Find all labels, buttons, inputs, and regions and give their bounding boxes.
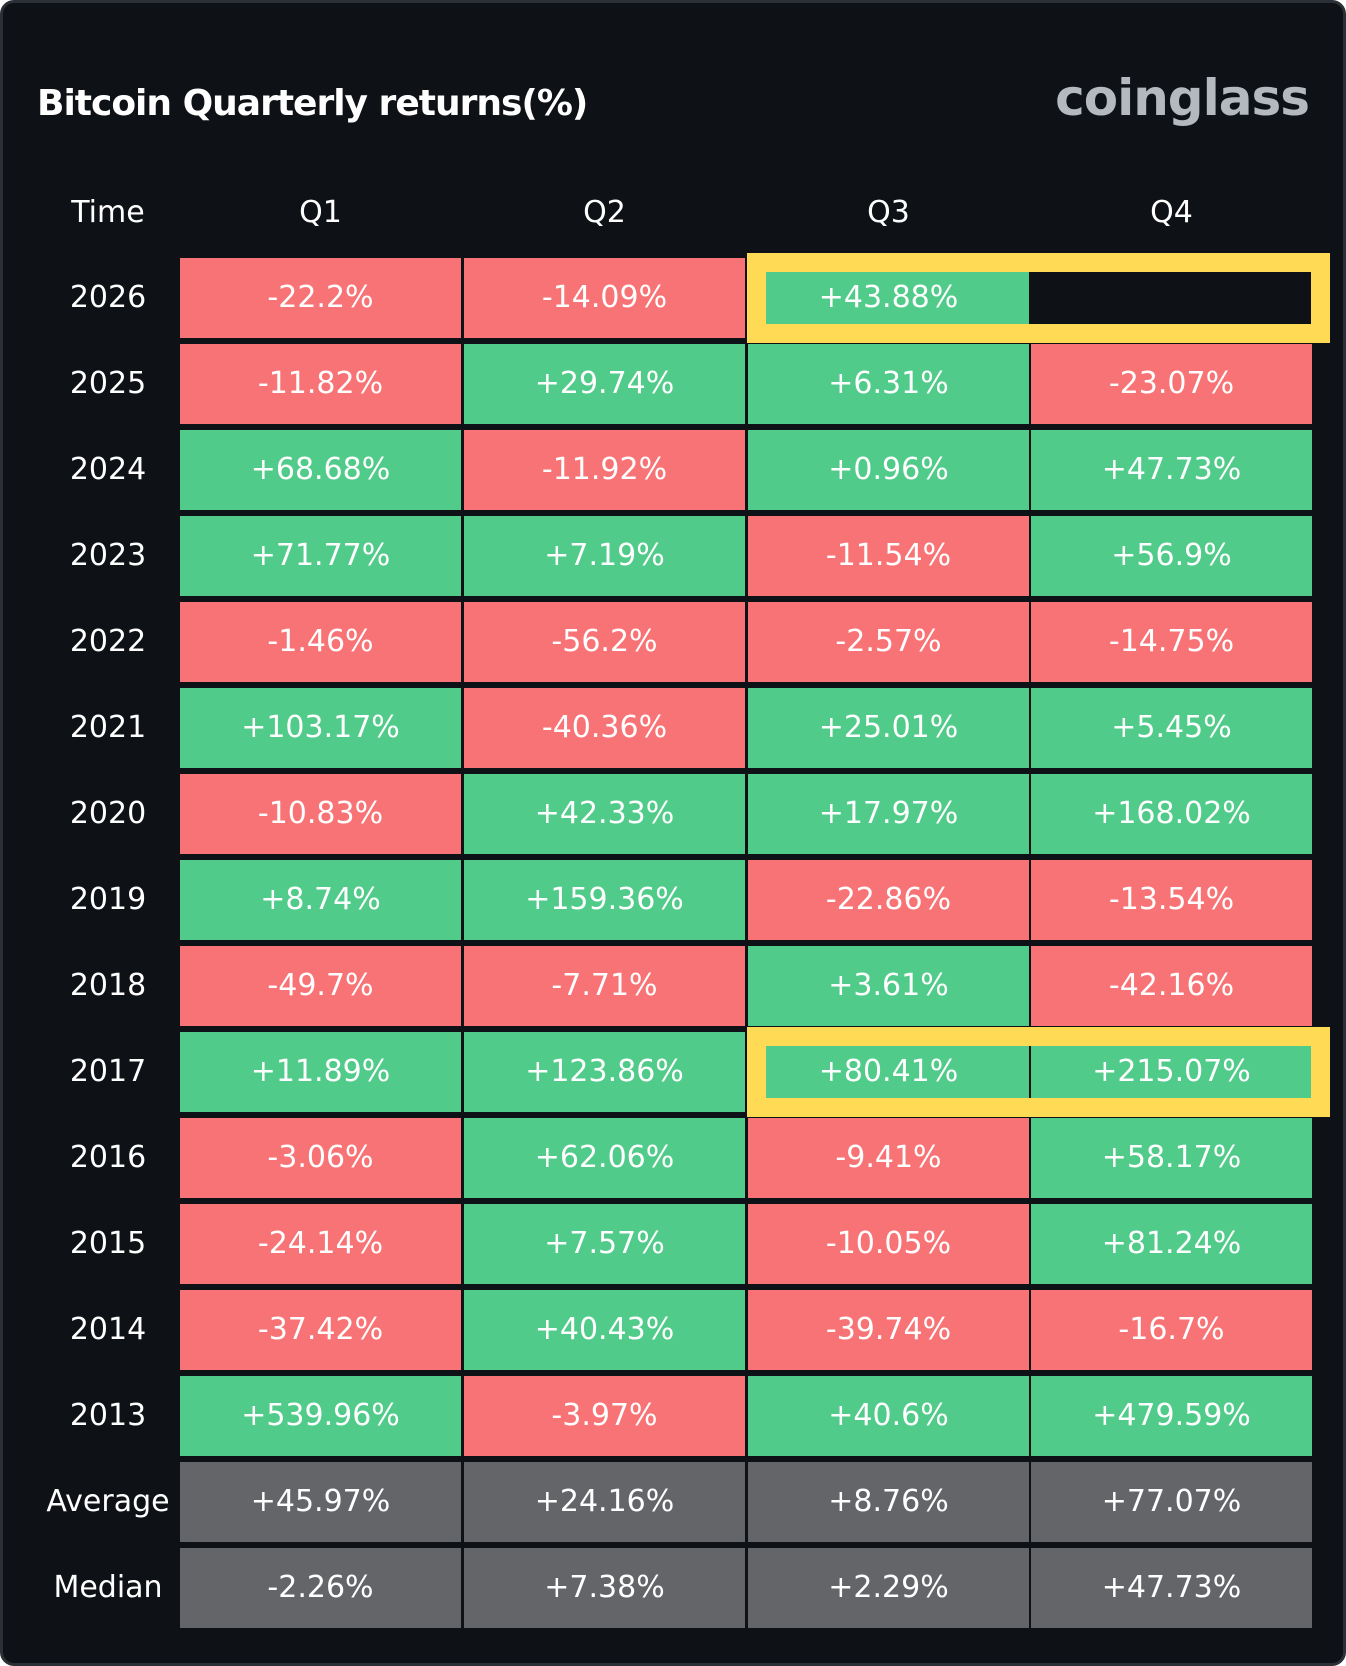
chart-title: Bitcoin Quarterly returns(%)	[37, 83, 588, 124]
row-label-2013: 2013	[69, 1398, 147, 1433]
cell-2026-q2: -14.09%	[464, 258, 745, 338]
cell-2014-q4: -16.7%	[1031, 1290, 1312, 1370]
cell-average-q1: +45.97%	[180, 1462, 461, 1542]
cell-2022-q1: -1.46%	[180, 602, 461, 682]
cell-2013-q4: +479.59%	[1031, 1376, 1312, 1456]
row-label-2021: 2021	[69, 710, 147, 745]
cell-2024-q4: +47.73%	[1031, 430, 1312, 510]
brand-logo: coinglass	[1055, 69, 1310, 127]
cell-2022-q2: -56.2%	[464, 602, 745, 682]
row-label-2025: 2025	[69, 366, 147, 401]
cell-2013-q3: +40.6%	[748, 1376, 1029, 1456]
cell-2025-q4: -23.07%	[1031, 344, 1312, 424]
row-label-average: Average	[46, 1484, 170, 1519]
row-label-2016: 2016	[69, 1140, 147, 1175]
cell-2018-q4: -42.16%	[1031, 946, 1312, 1026]
cell-2025-q1: -11.82%	[180, 344, 461, 424]
cell-2015-q1: -24.14%	[180, 1204, 461, 1284]
row-label-2023: 2023	[69, 538, 147, 573]
cell-2016-q4: +58.17%	[1031, 1118, 1312, 1198]
cell-2020-q2: +42.33%	[464, 774, 745, 854]
column-header-q4: Q4	[1150, 195, 1193, 230]
row-label-2020: 2020	[69, 796, 147, 831]
cell-2025-q2: +29.74%	[464, 344, 745, 424]
cell-2013-q1: +539.96%	[180, 1376, 461, 1456]
cell-2021-q2: -40.36%	[464, 688, 745, 768]
cell-2021-q4: +5.45%	[1031, 688, 1312, 768]
cell-2014-q3: -39.74%	[748, 1290, 1029, 1370]
cell-median-q2: +7.38%	[464, 1548, 745, 1628]
row-label-median: Median	[53, 1570, 163, 1605]
cell-2023-q1: +71.77%	[180, 516, 461, 596]
row-label-2017: 2017	[69, 1054, 147, 1089]
cell-2023-q2: +7.19%	[464, 516, 745, 596]
row-label-2026: 2026	[69, 280, 147, 315]
row-label-2022: 2022	[69, 624, 147, 659]
row-label-2024: 2024	[69, 452, 147, 487]
row-label-2014: 2014	[69, 1312, 147, 1347]
row-label-2015: 2015	[69, 1226, 147, 1261]
cell-2026-q3: +43.88%	[748, 258, 1029, 338]
cell-average-q2: +24.16%	[464, 1462, 745, 1542]
cell-2021-q3: +25.01%	[748, 688, 1029, 768]
cell-2018-q3: +3.61%	[748, 946, 1029, 1026]
cell-average-q4: +77.07%	[1031, 1462, 1312, 1542]
cell-2026-q4	[1031, 258, 1312, 338]
cell-2016-q1: -3.06%	[180, 1118, 461, 1198]
cell-2014-q2: +40.43%	[464, 1290, 745, 1370]
cell-2023-q4: +56.9%	[1031, 516, 1312, 596]
cell-2022-q4: -14.75%	[1031, 602, 1312, 682]
column-header-q2: Q2	[583, 195, 626, 230]
cell-2023-q3: -11.54%	[748, 516, 1029, 596]
cell-2016-q2: +62.06%	[464, 1118, 745, 1198]
cell-2019-q2: +159.36%	[464, 860, 745, 940]
cell-2016-q3: -9.41%	[748, 1118, 1029, 1198]
cell-2015-q4: +81.24%	[1031, 1204, 1312, 1284]
cell-2025-q3: +6.31%	[748, 344, 1029, 424]
cell-2015-q2: +7.57%	[464, 1204, 745, 1284]
cell-2019-q3: -22.86%	[748, 860, 1029, 940]
column-header-q3: Q3	[867, 195, 910, 230]
cell-average-q3: +8.76%	[748, 1462, 1029, 1542]
cell-2024-q3: +0.96%	[748, 430, 1029, 510]
cell-2019-q4: -13.54%	[1031, 860, 1312, 940]
cell-median-q1: -2.26%	[180, 1548, 461, 1628]
cell-2021-q1: +103.17%	[180, 688, 461, 768]
cell-2026-q1: -22.2%	[180, 258, 461, 338]
cell-2020-q3: +17.97%	[748, 774, 1029, 854]
row-label-2019: 2019	[69, 882, 147, 917]
cell-2022-q3: -2.57%	[748, 602, 1029, 682]
column-header-q1: Q1	[299, 195, 342, 230]
cell-2017-q2: +123.86%	[464, 1032, 745, 1112]
cell-2017-q4: +215.07%	[1031, 1032, 1312, 1112]
cell-2018-q1: -49.7%	[180, 946, 461, 1026]
cell-2020-q4: +168.02%	[1031, 774, 1312, 854]
cell-median-q4: +47.73%	[1031, 1548, 1312, 1628]
cell-2017-q3: +80.41%	[748, 1032, 1029, 1112]
cell-2015-q3: -10.05%	[748, 1204, 1029, 1284]
cell-median-q3: +2.29%	[748, 1548, 1029, 1628]
cell-2024-q1: +68.68%	[180, 430, 461, 510]
cell-2020-q1: -10.83%	[180, 774, 461, 854]
cell-2014-q1: -37.42%	[180, 1290, 461, 1370]
cell-2024-q2: -11.92%	[464, 430, 745, 510]
cell-2019-q1: +8.74%	[180, 860, 461, 940]
column-header-time: Time	[71, 195, 145, 230]
cell-2013-q2: -3.97%	[464, 1376, 745, 1456]
row-label-2018: 2018	[69, 968, 147, 1003]
cell-2017-q1: +11.89%	[180, 1032, 461, 1112]
cell-2018-q2: -7.71%	[464, 946, 745, 1026]
